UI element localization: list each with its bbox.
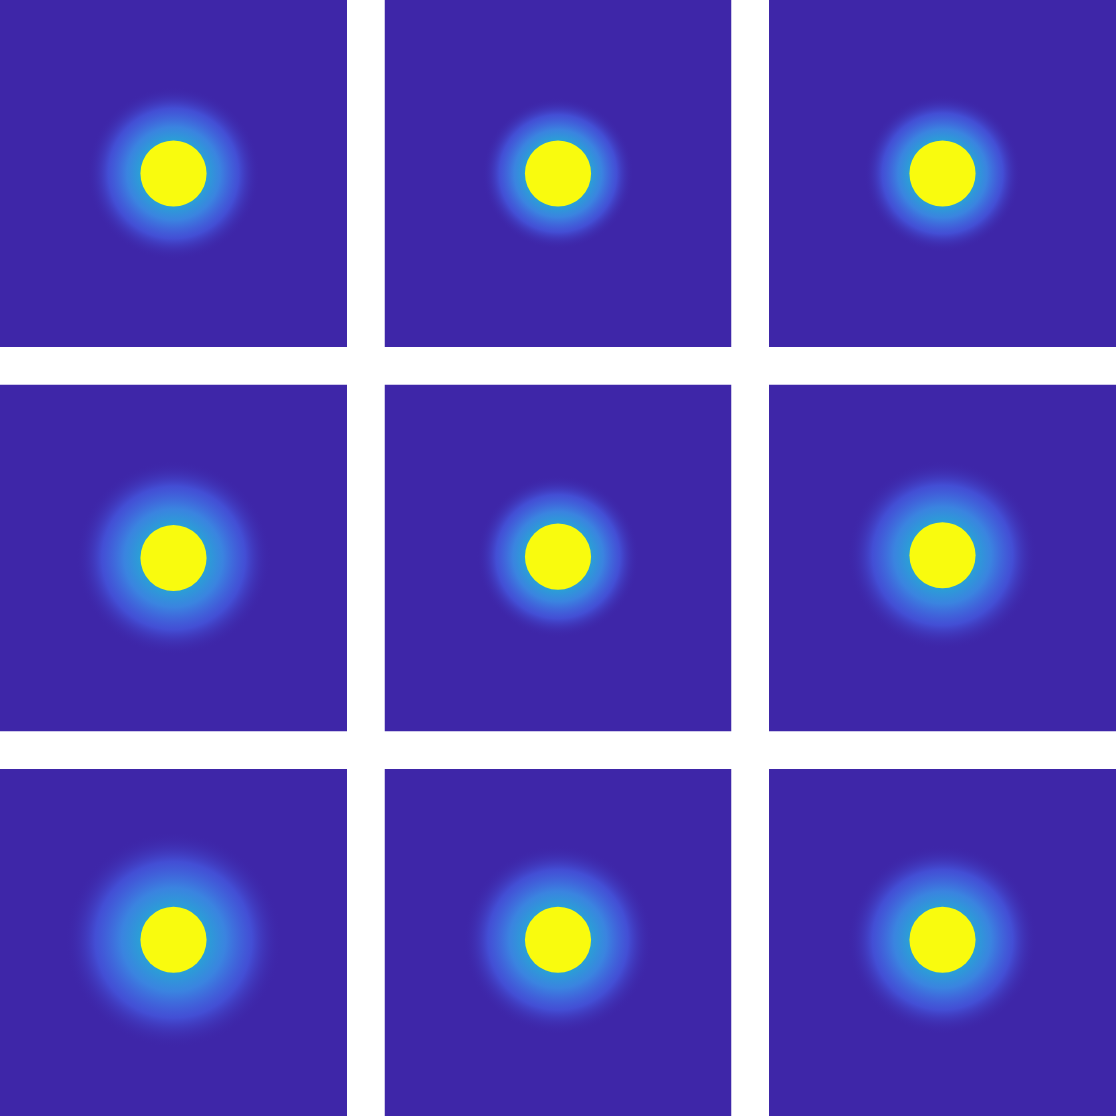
panel [769,385,1116,732]
panel [769,769,1116,1116]
panel [0,385,347,732]
central-disk [140,525,206,591]
panel-background [769,0,1116,347]
halo [87,87,261,261]
halo [65,831,282,1048]
panel-background [769,769,1116,1116]
panel-background [385,0,732,347]
panel-background [769,385,1116,732]
panel [0,769,347,1116]
central-disk [525,907,591,973]
panel [385,0,732,347]
central-disk [909,522,975,588]
central-disk [140,907,206,973]
panel-background [385,385,732,732]
central-disk [140,140,206,206]
halo [848,460,1038,650]
halo [477,475,640,638]
halo [482,98,634,250]
panel-background [385,769,732,1116]
panel-background [0,385,347,732]
panel-background [0,0,347,347]
halo [848,845,1038,1035]
halo [463,845,653,1035]
panel-background [0,769,347,1116]
central-disk [909,140,975,206]
central-disk [525,140,591,206]
panel [0,0,347,347]
central-disk [525,524,591,590]
halo [76,460,271,655]
central-disk [909,907,975,973]
halo [864,95,1021,252]
panel [385,385,732,732]
panel [385,769,732,1116]
figure [0,0,1116,1116]
panel [769,0,1116,347]
